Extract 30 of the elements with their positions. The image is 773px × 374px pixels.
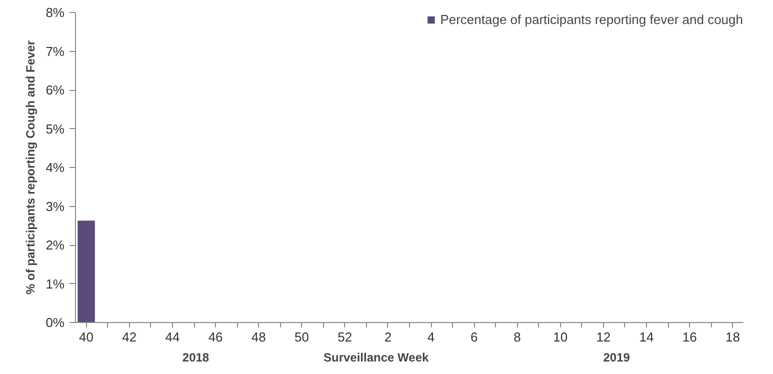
x-tick-label: 8 — [514, 330, 521, 344]
x-tick-label: 6 — [470, 330, 478, 344]
x-tick-label: 44 — [165, 330, 180, 344]
y-tick-label: 8% — [46, 5, 65, 20]
y-axis-title: % of participants reporting Cough and Fever — [24, 40, 38, 295]
y-tick-label: 3% — [46, 198, 65, 214]
y-tick-label: 4% — [46, 160, 65, 175]
legend-label: Percentage of participants reporting fever and cough — [440, 12, 743, 27]
x-tick-label: 18 — [725, 330, 740, 344]
y-tick-label: 5% — [46, 121, 65, 136]
x-tick-label: 46 — [208, 330, 223, 344]
y-tick-label: 6% — [46, 82, 65, 98]
x-tick-label: 12 — [596, 330, 611, 344]
x-tick-label: 48 — [251, 330, 266, 344]
x-tick-label: 14 — [639, 330, 654, 344]
x-tick-label: 50 — [294, 330, 309, 344]
x-tick-label: 16 — [682, 330, 697, 344]
x-tick-label: 52 — [338, 330, 352, 344]
x-axis-title: Surveillance Week — [324, 350, 430, 364]
x-tick-label: 4 — [427, 330, 435, 344]
x-tick-label: 10 — [553, 330, 568, 344]
y-tick-label: 2% — [46, 238, 65, 252]
x-tick-label: 2 — [384, 330, 392, 344]
x-tick-label: 40 — [79, 330, 94, 344]
text: 2018 — [182, 350, 210, 364]
y-tick-label: 0% — [46, 315, 65, 330]
x-tick-label: 42 — [122, 330, 137, 344]
y-tick-label: 7% — [46, 44, 65, 59]
y-tick-label: 1% — [46, 276, 65, 292]
text: 2019 — [603, 350, 630, 364]
